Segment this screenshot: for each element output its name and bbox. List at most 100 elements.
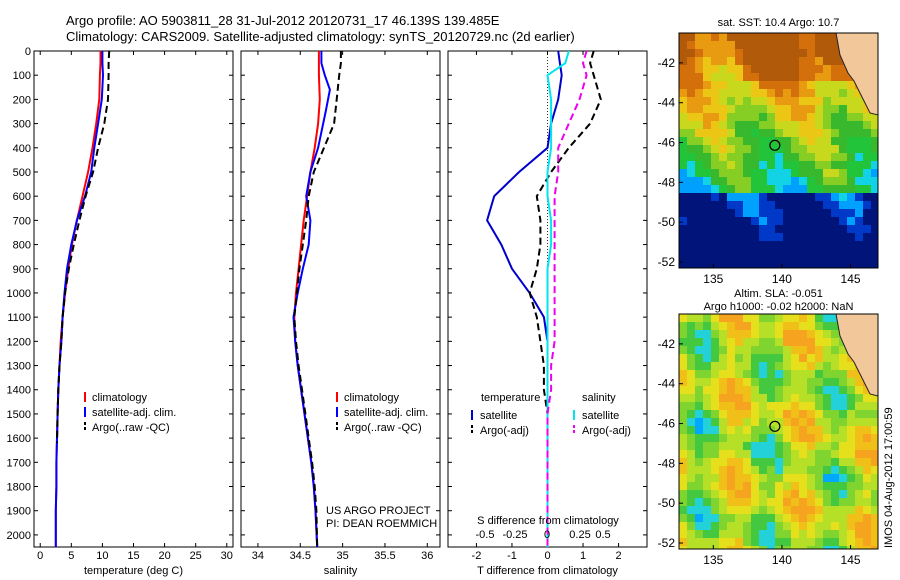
- heatmap-cell: [679, 378, 687, 386]
- heatmap-cell: [759, 394, 767, 402]
- heatmap-cell: [711, 73, 719, 81]
- heatmap-cell: [719, 225, 727, 233]
- heatmap-cell: [727, 193, 735, 201]
- heatmap-cell: [783, 530, 791, 538]
- map-frame: [678, 313, 879, 550]
- heatmap-cell: [831, 466, 839, 474]
- heatmap-cell: [863, 522, 871, 530]
- heatmap-cell: [767, 257, 775, 265]
- ytick-label: -46: [658, 136, 676, 150]
- heatmap-cell: [839, 73, 847, 81]
- heatmap-cell: [855, 265, 863, 268]
- heatmap-cell: [783, 322, 791, 330]
- heatmap-cell: [871, 474, 878, 482]
- heatmap-cell: [839, 129, 847, 137]
- heatmap-cell: [839, 442, 847, 450]
- heatmap-cell: [807, 482, 815, 490]
- heatmap-cell: [743, 346, 751, 354]
- heatmap-cell: [847, 498, 855, 506]
- heatmap-cell: [759, 201, 767, 209]
- heatmap-cell: [767, 209, 775, 217]
- heatmap-cell: [703, 482, 711, 490]
- heatmap-cell: [863, 426, 871, 434]
- heatmap-cell: [743, 354, 751, 362]
- heatmap-cell: [831, 442, 839, 450]
- heatmap-cell: [767, 530, 775, 538]
- heatmap-cell: [759, 490, 767, 498]
- heatmap-cell: [703, 402, 711, 410]
- heatmap-cell: [807, 137, 815, 145]
- heatmap-cell: [855, 233, 863, 241]
- panel-temperature: 0100200300400500600700800900100011001200…: [7, 46, 234, 577]
- xtick-label: 135: [703, 553, 723, 567]
- heatmap-cell: [687, 322, 695, 330]
- heatmap-cell: [703, 169, 711, 177]
- heatmap-cell: [711, 113, 719, 121]
- heatmap-cell: [831, 322, 839, 330]
- heatmap-cell: [807, 169, 815, 177]
- heatmap-cell: [719, 33, 727, 41]
- heatmap-cell: [863, 394, 871, 402]
- heatmap-cell: [679, 121, 687, 129]
- heatmap-cell: [719, 330, 727, 338]
- heatmap-cell: [823, 193, 831, 201]
- xtick-label: 20: [158, 550, 170, 562]
- heatmap-cell: [711, 57, 719, 65]
- heatmap-cell: [695, 378, 703, 386]
- heatmap-cell: [743, 161, 751, 169]
- heatmap-cell: [855, 506, 863, 514]
- heatmap-cell: [799, 498, 807, 506]
- heatmap-cell: [815, 474, 823, 482]
- figure-title-line2: Climatology: CARS2009. Satellite-adjuste…: [66, 29, 575, 44]
- heatmap-cell: [759, 121, 767, 129]
- heatmap-cell: [791, 113, 799, 121]
- heatmap-cell: [799, 217, 807, 225]
- heatmap-cell: [839, 490, 847, 498]
- heatmap-cell: [679, 73, 687, 81]
- heatmap-cell: [735, 538, 743, 546]
- heatmap-cell: [751, 89, 759, 97]
- heatmap-cell: [791, 41, 799, 49]
- heatmap-cell: [855, 225, 863, 233]
- heatmap-cell: [775, 257, 783, 265]
- heatmap-cell: [831, 418, 839, 426]
- heatmap-cell: [743, 402, 751, 410]
- heatmap-cell: [775, 346, 783, 354]
- heatmap-cell: [751, 314, 759, 322]
- heatmap-cell: [735, 530, 743, 538]
- heatmap-cell: [695, 386, 703, 394]
- heatmap-cell: [791, 434, 799, 442]
- heatmap-cell: [807, 410, 815, 418]
- ytick-label: 0: [25, 46, 31, 58]
- heatmap-cell: [751, 145, 759, 153]
- heatmap-cell: [807, 442, 815, 450]
- heatmap-cell: [703, 193, 711, 201]
- heatmap-cell: [839, 145, 847, 153]
- heatmap-cell: [687, 458, 695, 466]
- heatmap-cell: [759, 265, 767, 268]
- heatmap-cell: [679, 161, 687, 169]
- heatmap-cell: [719, 418, 727, 426]
- heatmap-cell: [679, 241, 687, 249]
- heatmap-cell: [759, 410, 767, 418]
- heatmap-cell: [823, 514, 831, 522]
- heatmap-cell: [767, 265, 775, 268]
- heatmap-cell: [719, 410, 727, 418]
- heatmap-cell: [791, 161, 799, 169]
- heatmap-cell: [791, 217, 799, 225]
- heatmap-cell: [679, 474, 687, 482]
- heatmap-cell: [815, 153, 823, 161]
- heatmap-cell: [839, 522, 847, 530]
- heatmap-cell: [775, 402, 783, 410]
- heatmap-cell: [847, 522, 855, 530]
- heatmap-cell: [743, 394, 751, 402]
- heatmap-cell: [711, 426, 719, 434]
- heatmap-cell: [815, 530, 823, 538]
- heatmap-cell: [767, 514, 775, 522]
- heatmap-cell: [799, 129, 807, 137]
- heatmap-cell: [703, 265, 711, 268]
- heatmap-cell: [839, 113, 847, 121]
- heatmap-cell: [751, 137, 759, 145]
- heatmap-cell: [735, 97, 743, 105]
- heatmap-cell: [823, 33, 831, 41]
